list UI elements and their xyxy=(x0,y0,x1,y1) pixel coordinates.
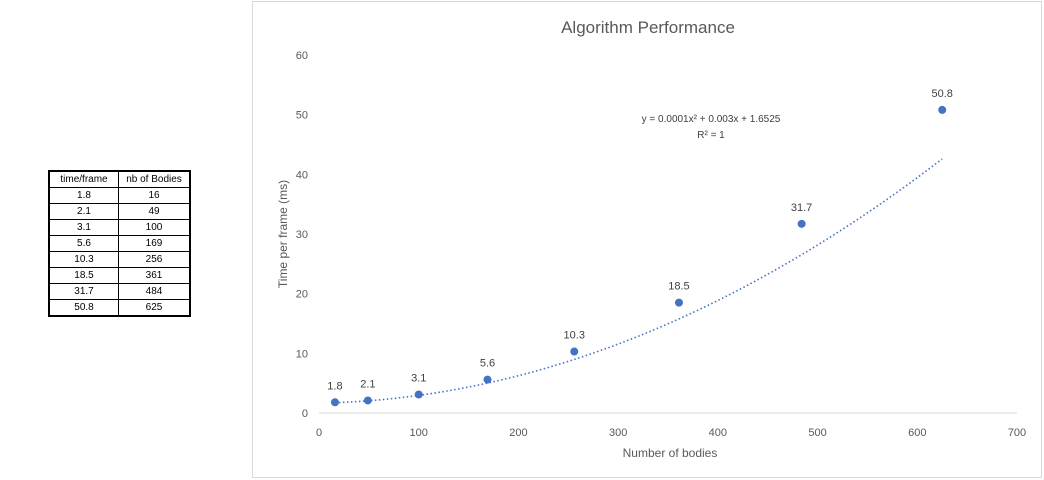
y-tick-label: 0 xyxy=(302,408,308,420)
cell-time-per-frame: 3.1 xyxy=(48,219,119,236)
x-tick-label: 500 xyxy=(808,427,826,439)
table-row: 1.8 16 xyxy=(48,187,191,204)
y-tick-label: 60 xyxy=(296,50,308,62)
data-label: 5.6 xyxy=(480,358,495,370)
trendline-r-squared: R² = 1 xyxy=(697,130,725,141)
data-label: 1.8 xyxy=(327,380,342,392)
scatter-chart: Algorithm Performance 0 10 20 30 40 50 60 0 100… xyxy=(276,18,1026,460)
x-tick-label: 300 xyxy=(609,427,627,439)
table-row: 10.3 256 xyxy=(48,251,191,268)
data-point xyxy=(330,398,339,407)
table-row: 50.8 625 xyxy=(48,299,191,317)
x-axis-title: Number of bodies xyxy=(623,446,718,460)
cell-time-per-frame: 10.3 xyxy=(48,251,119,268)
x-tick-label: 0 xyxy=(316,427,322,439)
cell-nb-bodies: 256 xyxy=(118,251,191,268)
cell-time-per-frame: 2.1 xyxy=(48,203,119,220)
data-label: 50.8 xyxy=(932,88,953,100)
column-header-time: time/frame xyxy=(48,170,119,188)
data-point xyxy=(938,105,947,114)
chart-area: Algorithm Performance 0 10 20 30 40 50 60 0 100… xyxy=(252,1,1042,478)
table-row: 31.7 484 xyxy=(48,283,191,300)
x-tick-label: 400 xyxy=(709,427,727,439)
data-label: 3.1 xyxy=(411,373,426,385)
data-point xyxy=(483,375,492,384)
cell-nb-bodies: 361 xyxy=(118,267,191,284)
data-point xyxy=(363,396,372,405)
cell-time-per-frame: 18.5 xyxy=(48,267,119,284)
y-tick-label: 30 xyxy=(296,229,308,241)
x-axis: 0 100 200 300 400 500 600 700 xyxy=(316,427,1026,439)
cell-time-per-frame: 5.6 xyxy=(48,235,119,252)
cell-time-per-frame: 1.8 xyxy=(48,187,119,204)
y-tick-label: 50 xyxy=(296,110,308,122)
trendline xyxy=(334,158,943,404)
cell-time-per-frame: 31.7 xyxy=(48,283,119,300)
x-tick-label: 600 xyxy=(908,427,926,439)
x-tick-label: 200 xyxy=(509,427,527,439)
table-header-row: time/frame nb of Bodies xyxy=(48,170,191,188)
data-point xyxy=(570,347,579,356)
x-tick-label: 100 xyxy=(410,427,428,439)
y-tick-label: 20 xyxy=(296,289,308,301)
data-labels: 1.8 2.1 3.1 5.6 10.3 18.5 31.7 50.8 xyxy=(327,88,953,392)
cell-time-per-frame: 50.8 xyxy=(48,299,119,317)
y-axis-title: Time per frame (ms) xyxy=(276,180,290,288)
chart-title: Algorithm Performance xyxy=(561,18,735,37)
cell-nb-bodies: 484 xyxy=(118,283,191,300)
trendline-equation: y = 0.0001x² + 0.003x + 1.6525 xyxy=(642,114,781,125)
cell-nb-bodies: 625 xyxy=(118,299,191,317)
column-header-bodies: nb of Bodies xyxy=(118,170,191,188)
data-label: 2.1 xyxy=(360,378,375,390)
x-tick-label: 700 xyxy=(1008,427,1026,439)
cell-nb-bodies: 169 xyxy=(118,235,191,252)
cell-nb-bodies: 16 xyxy=(118,187,191,204)
y-tick-label: 10 xyxy=(296,348,308,360)
table-row: 2.1 49 xyxy=(48,203,191,220)
data-points xyxy=(330,105,947,407)
data-label: 31.7 xyxy=(791,202,812,214)
data-label: 18.5 xyxy=(668,281,689,293)
y-tick-label: 40 xyxy=(296,169,308,181)
data-point xyxy=(797,219,806,228)
table-row: 18.5 361 xyxy=(48,267,191,284)
data-table: time/frame nb of Bodies 1.8 16 2.1 49 3.1 100… xyxy=(48,170,191,317)
table-row: 3.1 100 xyxy=(48,219,191,236)
data-point xyxy=(674,298,683,307)
table-row: 5.6 169 xyxy=(48,235,191,252)
data-point xyxy=(414,390,423,399)
cell-nb-bodies: 100 xyxy=(118,219,191,236)
cell-nb-bodies: 49 xyxy=(118,203,191,220)
y-axis: 0 10 20 30 40 50 60 xyxy=(296,50,308,420)
data-label: 10.3 xyxy=(564,330,585,342)
